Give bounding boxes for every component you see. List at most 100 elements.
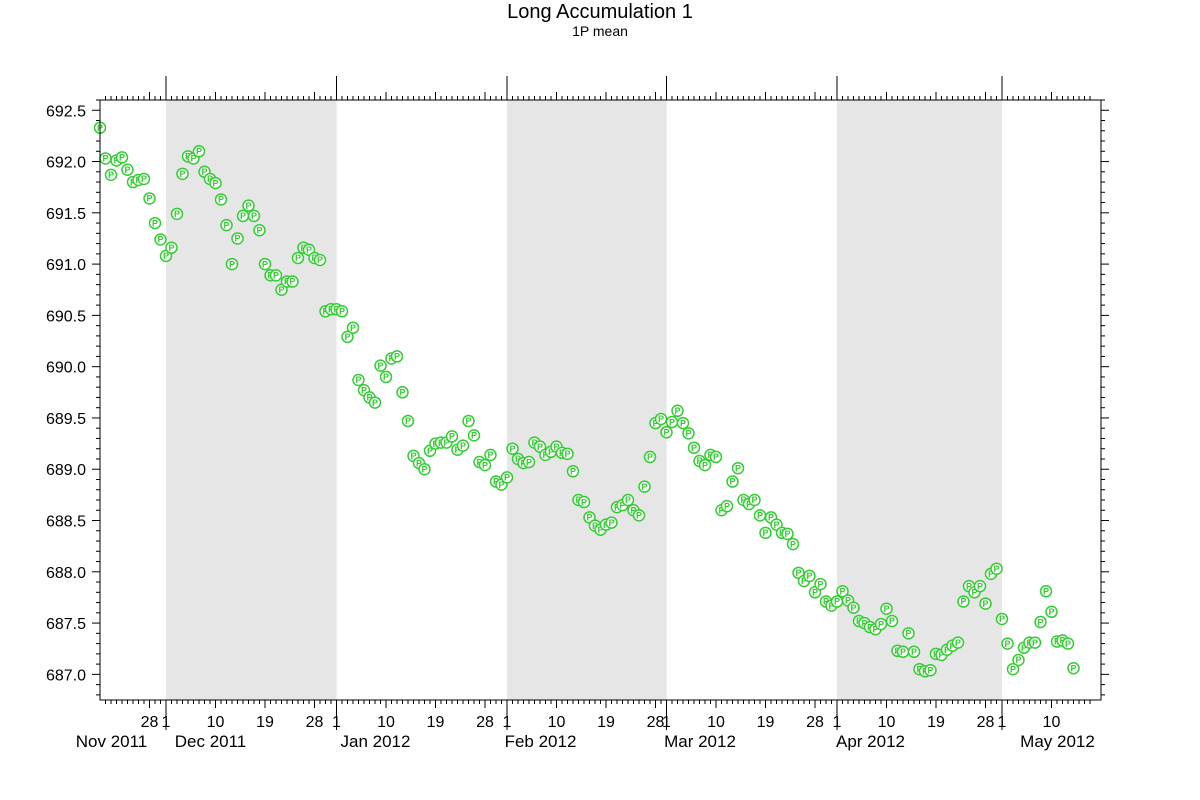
data-point-marker [874,617,888,631]
data-point: P [814,577,827,591]
data-point-label: P [658,414,664,424]
shaded-month-1 [507,100,667,700]
data-point-marker [759,526,772,540]
data-point: P [654,412,668,426]
data-point-label: P [966,581,972,591]
data-point: P [990,562,1003,575]
data-point-marker [346,321,360,334]
data-point-marker [880,602,893,615]
data-point: P [907,645,921,659]
data-point: P [462,414,475,428]
data-point: P [1039,585,1053,598]
axis-labels: 687.0 687.5 688.0 688.5 689.0 689.5 690.0 690.5… [46,103,1095,751]
data-point-marker [814,577,827,591]
data-point: P [170,207,184,221]
data-point-label: P [812,588,818,598]
data-point: P [335,305,349,318]
y-tick-label: 691.0 [46,257,86,274]
data-point: P [1001,637,1014,650]
data-point: P [995,612,1009,626]
data-point-label: P [790,539,796,549]
data-point-label: P [1015,655,1021,665]
data-point: P [660,426,673,439]
data-point: P [374,359,387,372]
data-point-marker [137,172,151,186]
data-point: P [137,172,151,186]
data-point-label: P [410,451,416,461]
data-point-marker [709,450,723,464]
data-point-marker [484,448,497,462]
x-tick-label: 19 [256,714,274,731]
data-point: P [1012,653,1025,667]
data-point-marker [561,447,574,461]
x-tick-label: 28 [647,714,665,731]
data-point-label: P [504,473,510,483]
x-tick-label: 1 [662,714,671,731]
data-point-marker [258,257,272,271]
data-point-label: P [218,195,224,205]
data-point-label: P [141,174,147,184]
data-point-marker [577,495,591,509]
data-point-label: P [531,438,537,448]
data-point-marker [748,493,761,507]
data-point-marker [621,493,635,507]
data-point: P [478,458,492,472]
data-point: P [885,614,899,628]
data-point-label: P [196,146,202,156]
data-point-marker [148,216,162,230]
data-point: P [258,257,272,271]
data-point-marker [209,176,222,190]
data-point: P [291,251,305,265]
data-point-marker [104,168,118,182]
data-point: P [104,168,118,182]
data-point-label: P [278,285,284,295]
data-point-label: P [190,154,196,164]
data-point-label: P [416,458,422,468]
data-point: P [726,475,739,488]
data-point: P [880,602,893,615]
data-point-label: P [878,619,884,629]
data-point-label: P [872,624,878,634]
data-point-marker [990,562,1003,575]
data-point: P [346,321,360,334]
data-point: P [781,527,794,541]
y-tick-label: 687.5 [46,616,86,633]
chart-title: Long Accumulation 1 [507,1,693,23]
data-point-label: P [405,416,411,426]
data-point-label: P [713,452,719,462]
data-point: P [786,537,800,551]
y-tick-label: 688.5 [46,514,86,531]
data-point-marker [1001,637,1014,650]
data-point: P [390,350,404,363]
data-point-label: P [768,513,774,523]
data-point-label: P [262,259,268,269]
data-point: P [709,450,723,464]
data-point: P [1034,615,1047,629]
data-point-marker [605,516,618,529]
data-point-label: P [608,518,614,528]
y-tick-label: 690.0 [46,360,86,377]
data-point-marker [654,412,668,426]
data-point-label: P [1032,638,1038,648]
data-point-marker [478,458,492,472]
month-label: Dec 2011 [175,732,247,751]
data-point: P [682,427,695,440]
x-tick-label: 10 [878,714,896,731]
data-point: P [979,597,992,610]
data-point-label: P [366,393,372,403]
data-point-marker [456,439,470,452]
month-label: May 2012 [1020,732,1095,751]
data-point-label: P [113,156,119,166]
x-tick-label: 19 [927,714,945,731]
data-point-label: P [971,588,977,598]
data-point-label: P [289,277,295,287]
data-point-marker [352,373,365,387]
data-point: P [247,209,261,223]
data-point-label: P [999,614,1005,624]
data-point-marker [1034,615,1047,629]
data-point-label: P [564,449,570,459]
data-point-label: P [619,500,625,510]
x-tick-label: 1 [162,714,171,731]
data-point-label: P [526,457,532,467]
